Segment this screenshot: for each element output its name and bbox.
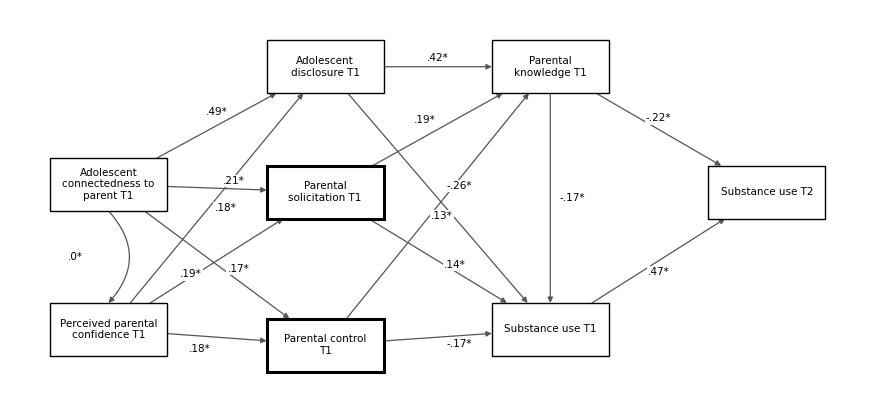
Text: .13*: .13* — [431, 211, 453, 221]
FancyBboxPatch shape — [50, 303, 167, 356]
Text: Substance use T2: Substance use T2 — [720, 187, 813, 197]
FancyBboxPatch shape — [492, 40, 609, 93]
Text: .49*: .49* — [206, 107, 228, 117]
Text: .18*: .18* — [215, 203, 236, 213]
FancyBboxPatch shape — [708, 166, 826, 219]
Text: Parental
solicitation T1: Parental solicitation T1 — [288, 181, 362, 203]
Text: Parental control
T1: Parental control T1 — [284, 334, 366, 356]
Text: Adolescent
disclosure T1: Adolescent disclosure T1 — [291, 56, 360, 78]
Text: Parental
knowledge T1: Parental knowledge T1 — [514, 56, 587, 78]
Text: -.22*: -.22* — [646, 114, 671, 124]
Text: .14*: .14* — [444, 260, 466, 270]
Text: Perceived parental
confidence T1: Perceived parental confidence T1 — [60, 318, 157, 340]
Text: Adolescent
connectedness to
parent T1: Adolescent connectedness to parent T1 — [62, 168, 155, 201]
Text: .18*: .18* — [188, 344, 210, 354]
Text: -.17*: -.17* — [446, 339, 472, 349]
FancyBboxPatch shape — [50, 158, 167, 211]
FancyBboxPatch shape — [492, 303, 609, 356]
Text: -.17*: -.17* — [560, 193, 584, 203]
Text: .47*: .47* — [648, 267, 669, 277]
FancyBboxPatch shape — [267, 318, 384, 372]
FancyBboxPatch shape — [267, 166, 384, 219]
Text: Substance use T1: Substance use T1 — [504, 324, 597, 334]
Text: .19*: .19* — [179, 270, 202, 280]
Text: .17*: .17* — [227, 264, 249, 274]
FancyBboxPatch shape — [267, 40, 384, 93]
Text: -.26*: -.26* — [446, 181, 472, 191]
Text: .19*: .19* — [414, 115, 436, 125]
Text: .21*: .21* — [223, 176, 245, 186]
Text: .0*: .0* — [68, 252, 83, 262]
Text: .42*: .42* — [427, 53, 448, 63]
